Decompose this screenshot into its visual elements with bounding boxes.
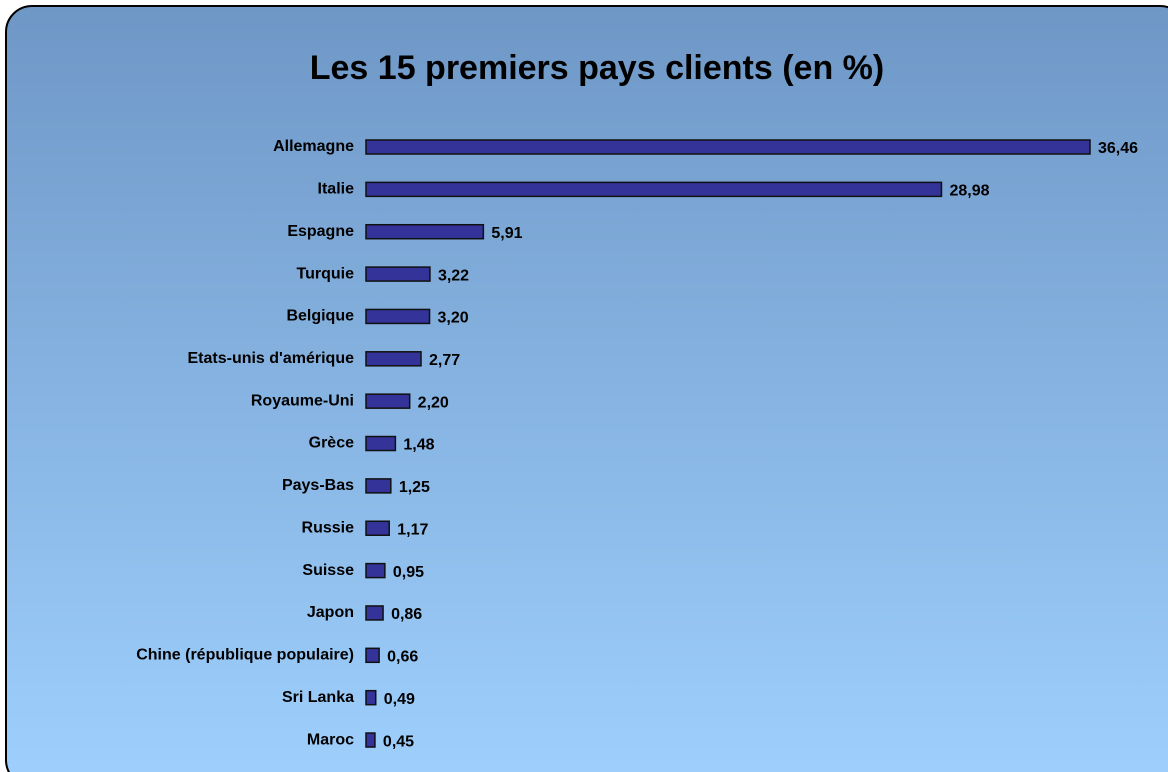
bar — [365, 393, 411, 409]
bar — [365, 478, 392, 494]
category-label: Pays-Bas — [282, 477, 354, 494]
data-label: 1,48 — [403, 437, 434, 454]
chart-title: Les 15 premiers pays clients (en %) — [310, 49, 884, 87]
category-label: Etats-unis d'amérique — [187, 350, 354, 367]
bar — [365, 435, 397, 452]
data-label: 1,17 — [397, 521, 428, 538]
bar — [365, 266, 431, 282]
data-label: 0,66 — [387, 649, 418, 666]
bar — [365, 647, 380, 664]
data-label: 36,46 — [1098, 140, 1138, 157]
category-label: Royaume-Uni — [251, 392, 354, 409]
data-label: 1,25 — [399, 479, 430, 496]
data-label: 0,45 — [383, 733, 414, 750]
category-label: Japon — [307, 604, 354, 621]
data-label: 0,86 — [391, 606, 422, 623]
category-label: Italie — [318, 181, 355, 198]
data-label: 3,20 — [438, 310, 469, 327]
data-label: 0,49 — [384, 691, 415, 708]
category-label: Chine (république populaire) — [136, 647, 354, 664]
bar — [365, 562, 386, 579]
category-label: Belgique — [286, 308, 354, 325]
category-label: Suisse — [302, 562, 354, 579]
category-label: Allemagne — [273, 138, 354, 155]
bar — [365, 605, 384, 621]
category-label: Grèce — [309, 435, 354, 452]
bar — [365, 308, 431, 325]
category-label: Espagne — [287, 223, 354, 240]
bar — [365, 520, 390, 536]
bar — [365, 689, 377, 706]
data-label: 28,98 — [949, 183, 989, 200]
bar — [365, 139, 1091, 155]
category-label: Turquie — [297, 265, 355, 282]
data-label: 2,20 — [418, 394, 449, 411]
category-label: Maroc — [307, 731, 354, 748]
data-label: 0,95 — [393, 564, 424, 581]
data-label: 3,22 — [438, 267, 469, 284]
bar — [365, 181, 943, 198]
data-label: 5,91 — [491, 225, 522, 242]
chart-background — [5, 5, 1168, 772]
category-label: Sri Lanka — [282, 689, 354, 706]
bar — [365, 351, 422, 367]
bar — [365, 223, 485, 240]
data-label: 2,77 — [429, 352, 460, 369]
category-label: Russie — [302, 519, 355, 536]
bar — [365, 732, 376, 748]
